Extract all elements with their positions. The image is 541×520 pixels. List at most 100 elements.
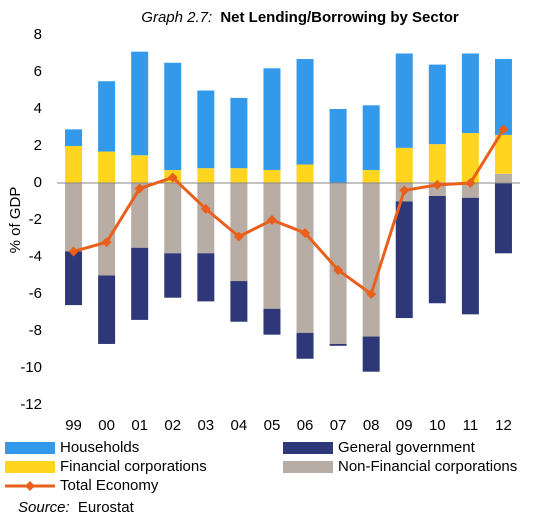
y-tick-label: -4 xyxy=(29,248,42,265)
bar xyxy=(362,336,380,372)
x-tick-label: 10 xyxy=(429,417,446,434)
y-axis-label: % of GDP xyxy=(7,187,24,254)
bar xyxy=(197,183,215,254)
bar xyxy=(230,97,248,169)
bar xyxy=(98,183,116,276)
source-group: Source: Eurostat xyxy=(18,499,135,516)
bar xyxy=(395,147,413,183)
y-tick-label: 2 xyxy=(34,137,42,154)
x-tick-label: 05 xyxy=(264,417,281,434)
y-tick-label: -12 xyxy=(20,396,42,413)
bar xyxy=(263,170,281,183)
bar xyxy=(395,53,413,148)
bar xyxy=(65,183,83,252)
bar xyxy=(296,59,314,165)
x-tick-label: 04 xyxy=(231,417,248,434)
y-tick-label: 6 xyxy=(34,63,42,80)
legend-label: Non-Financial corporations xyxy=(338,458,517,475)
legend-swatch xyxy=(283,442,333,454)
bar xyxy=(461,197,479,315)
legend-label: Total Economy xyxy=(60,477,159,494)
line-marker xyxy=(68,246,79,257)
y-tick-label: -2 xyxy=(29,211,42,228)
bar xyxy=(197,90,215,169)
bar xyxy=(65,251,83,306)
x-tick-label: 09 xyxy=(396,417,413,434)
line-marker xyxy=(465,178,476,188)
chart-title: Net Lending/Borrowing by Sector xyxy=(220,9,459,26)
line-marker xyxy=(498,124,509,135)
bar xyxy=(131,51,149,156)
bar xyxy=(428,195,446,304)
bar xyxy=(362,183,380,337)
bar xyxy=(263,68,281,171)
title-label: Graph 2.7: xyxy=(141,9,212,26)
bar xyxy=(98,275,116,344)
bar xyxy=(98,151,116,183)
bar xyxy=(494,183,512,254)
line-marker xyxy=(101,237,112,248)
y-tick-label: 0 xyxy=(34,174,42,191)
bar xyxy=(197,253,215,302)
x-tick-label: 01 xyxy=(131,417,148,434)
legend-label: Households xyxy=(60,439,139,456)
bar xyxy=(395,201,413,319)
bar xyxy=(164,183,182,254)
bar xyxy=(494,173,512,183)
y-tick-label: -6 xyxy=(29,285,42,302)
bar xyxy=(461,53,479,134)
bar xyxy=(65,146,83,183)
line-marker xyxy=(266,215,277,225)
x-tick-label: 08 xyxy=(363,417,380,434)
bar xyxy=(263,183,281,309)
y-tick-label: -10 xyxy=(20,359,42,376)
line-marker xyxy=(300,227,311,238)
bar xyxy=(65,129,83,146)
bar xyxy=(164,62,182,171)
bar xyxy=(428,144,446,183)
legend-swatch xyxy=(283,461,333,473)
chart-title-group: Graph 2.7: Net Lending/Borrowing by Sect… xyxy=(141,9,459,26)
line-marker xyxy=(167,172,178,183)
bar xyxy=(263,308,281,335)
line-marker xyxy=(233,231,244,242)
bar xyxy=(131,183,149,248)
bar xyxy=(98,81,116,152)
legend-label: Financial corporations xyxy=(60,458,207,475)
bar xyxy=(329,109,347,183)
legend-swatch xyxy=(5,442,55,454)
bar xyxy=(230,281,248,322)
source-label: Source: xyxy=(18,499,70,516)
y-tick-label: 4 xyxy=(34,100,42,117)
bar xyxy=(230,168,248,183)
line xyxy=(73,128,505,297)
line-marker xyxy=(333,264,344,275)
line-marker xyxy=(134,183,145,194)
legend-swatch xyxy=(5,461,55,473)
bar xyxy=(296,332,314,359)
bar xyxy=(296,183,314,333)
bar xyxy=(164,253,182,298)
y-tick-label: -8 xyxy=(29,322,42,339)
legend-marker xyxy=(25,481,35,491)
bar xyxy=(494,59,512,135)
source: Eurostat xyxy=(78,499,135,516)
bar xyxy=(428,64,446,145)
bar xyxy=(329,343,347,346)
x-tick-label: 12 xyxy=(495,417,512,434)
line-marker xyxy=(366,289,377,299)
x-tick-label: 06 xyxy=(297,417,314,434)
bar xyxy=(131,155,149,183)
bar xyxy=(494,134,512,174)
line-marker xyxy=(399,185,410,196)
x-tick-label: 11 xyxy=(463,417,479,434)
line-marker xyxy=(200,203,211,214)
x-tick-label: 00 xyxy=(98,417,115,434)
line-marker xyxy=(432,179,443,190)
bar xyxy=(362,105,380,171)
bar xyxy=(362,170,380,183)
bar xyxy=(329,183,347,344)
bar xyxy=(296,164,314,183)
legend-label: General government xyxy=(338,439,476,456)
x-tick-label: 07 xyxy=(330,417,347,434)
